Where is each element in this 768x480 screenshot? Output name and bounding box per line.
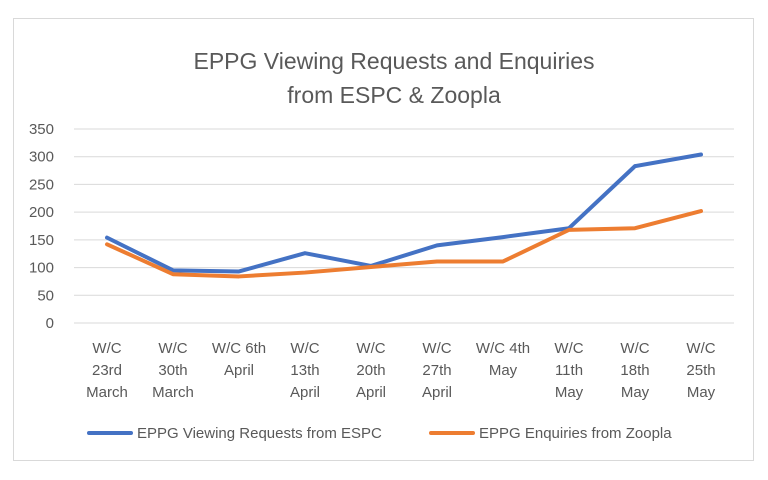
line-chart: EPPG Viewing Requests and Enquiries from…: [29, 48, 734, 442]
x-tick-label-line: May: [555, 384, 584, 401]
legend: EPPG Viewing Requests from ESPC EPPG Enqu…: [87, 425, 672, 442]
x-tick-label-line: March: [152, 384, 194, 401]
x-tick-label-line: May: [687, 384, 716, 401]
y-tick-label: 150: [29, 232, 54, 249]
y-tick-label: 0: [46, 315, 54, 332]
x-tick-label-line: W/C 4th: [476, 340, 530, 357]
y-tick-label: 250: [29, 176, 54, 193]
x-tick-label: W/C 30th March: [152, 340, 194, 401]
x-tick-label-line: W/C: [686, 340, 715, 357]
x-tick-label-line: W/C: [422, 340, 451, 357]
x-tick-label-line: 18th: [620, 362, 649, 379]
x-tick-label: W/C 20th April: [356, 340, 386, 401]
y-tick-label: 100: [29, 260, 54, 277]
x-tick-label: W/C 23rd March: [86, 340, 128, 401]
x-tick-label: W/C 18th May: [620, 340, 649, 401]
chart-title-line-2: from ESPC & Zoopla: [287, 82, 501, 108]
x-tick-label: W/C 11th May: [554, 340, 583, 401]
series-line-1: [105, 209, 703, 279]
x-tick-label-line: W/C: [158, 340, 187, 357]
x-tick-label-line: 30th: [158, 362, 187, 379]
y-tick-label: 350: [29, 121, 54, 138]
series-lines: [105, 152, 703, 279]
x-tick-label-line: W/C 6th: [212, 340, 266, 357]
chart-area: EPPG Viewing Requests and Enquiries from…: [13, 18, 754, 461]
x-tick-label-line: 25th: [686, 362, 715, 379]
x-tick-label: W/C 13th April: [290, 340, 320, 401]
chart-title-line-1: EPPG Viewing Requests and Enquiries: [193, 48, 594, 74]
x-tick-label-line: April: [224, 362, 254, 379]
x-tick-label-line: May: [621, 384, 650, 401]
gridlines: [74, 128, 734, 324]
x-tick-label-line: April: [422, 384, 452, 401]
x-tick-label-line: W/C: [92, 340, 121, 357]
series-line-0: [105, 152, 703, 274]
x-tick-label-line: W/C: [356, 340, 385, 357]
x-tick-label-line: 13th: [290, 362, 319, 379]
y-tick-label: 200: [29, 204, 54, 221]
x-tick-label-line: W/C: [290, 340, 319, 357]
x-axis-ticks: W/C 23rd March W/C 30th March W/C 6th April W/C 1…: [86, 340, 716, 401]
x-tick-label: W/C 6th April: [212, 340, 266, 379]
x-tick-label-line: April: [356, 384, 386, 401]
legend-label: EPPG Viewing Requests from ESPC: [137, 425, 382, 442]
x-tick-label-line: W/C: [554, 340, 583, 357]
x-tick-label-line: 20th: [356, 362, 385, 379]
x-tick-label-line: 11th: [555, 362, 583, 379]
x-tick-label: W/C 25th May: [686, 340, 715, 401]
legend-label: EPPG Enquiries from Zoopla: [479, 425, 672, 442]
x-tick-label-line: April: [290, 384, 320, 401]
x-tick-label-line: W/C: [620, 340, 649, 357]
x-tick-label-line: March: [86, 384, 128, 401]
x-tick-label: W/C 27th April: [422, 340, 452, 401]
y-axis-ticks: 0 50 100 150 200 250 300 350: [29, 121, 54, 332]
x-tick-label-line: May: [489, 362, 518, 379]
y-tick-label: 300: [29, 149, 54, 166]
x-tick-label: W/C 4th May: [476, 340, 530, 379]
x-tick-label-line: 27th: [422, 362, 451, 379]
y-tick-label: 50: [37, 287, 54, 304]
x-tick-label-line: 23rd: [92, 362, 122, 379]
